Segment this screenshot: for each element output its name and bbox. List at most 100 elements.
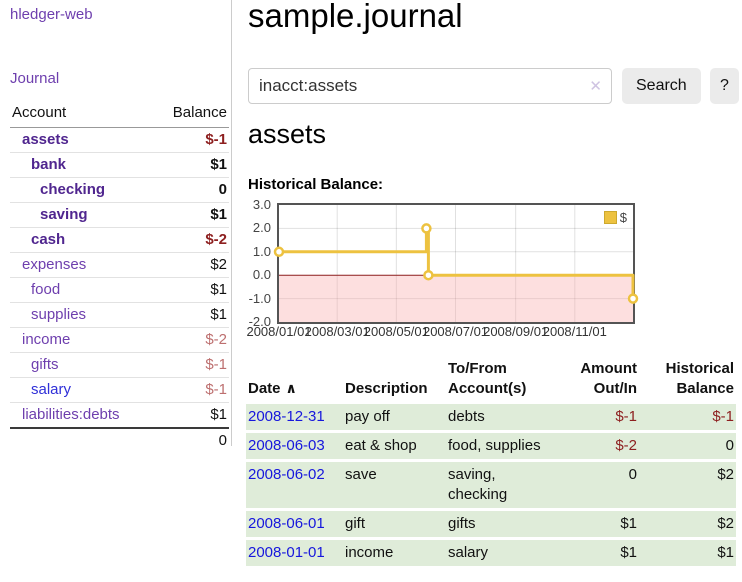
x-axis-tick-label: 2008/07/01 [422, 324, 489, 339]
help-button[interactable]: ? [710, 68, 739, 104]
register-date: 2008-12-31 [246, 404, 343, 430]
header-label: Date [248, 380, 281, 397]
account-heading: assets [248, 119, 327, 149]
x-axis-tick-label: 2008/05/01 [363, 324, 429, 339]
sidebar-item-journal[interactable]: Journal [10, 70, 60, 87]
account-balance: $-1 [153, 127, 229, 153]
historical-balance-chart[interactable]: $ 3.0 2.0 1.0 0.0 -1.0 -2.0 2008/01/01 2008/03/… [246, 0, 742, 360]
register-balance: $2 [639, 462, 736, 508]
chart-plot-area[interactable]: $ [273, 203, 639, 324]
register-date: 2008-01-01 [246, 540, 343, 566]
account-row: saving $1 [10, 202, 229, 228]
register-amount: 0 [551, 462, 639, 508]
register-header-description: Description [343, 359, 446, 401]
search-input[interactable] [248, 68, 612, 104]
register-description: eat & shop [343, 433, 446, 459]
header-label: Description [345, 380, 428, 397]
account-balance: $1 [153, 152, 229, 178]
register-row[interactable]: 2008-12-31 pay off debts $-1 $-1 [246, 404, 736, 430]
accounts-table: Account Balance assets $-1 bank $1 checking 0… [10, 100, 229, 453]
sidebar-account-link[interactable]: assets [22, 131, 69, 148]
register-row[interactable]: 2008-01-01 income salary $1 $1 [246, 540, 736, 566]
register-amount: $-2 [551, 433, 639, 459]
header-label: Amount Out/In [580, 360, 637, 397]
account-row: cash $-2 [10, 227, 229, 253]
register-row[interactable]: 2008-06-02 save saving, checking 0 $2 [246, 462, 736, 508]
register-row[interactable]: 2008-06-03 eat & shop food, supplies $-2 0 [246, 433, 736, 459]
sidebar-account-link[interactable]: checking [40, 181, 106, 198]
sidebar-account-link[interactable]: saving [40, 206, 88, 223]
register-row[interactable]: 2008-06-01 gift gifts $1 $2 [246, 511, 736, 537]
legend-label: $ [619, 210, 627, 225]
account-row: supplies $1 [10, 302, 229, 328]
sidebar-account-link[interactable]: salary [31, 381, 72, 398]
header-label: Historical Balance [665, 360, 734, 397]
register-amount: $1 [551, 511, 639, 537]
register-accounts: salary [446, 540, 551, 566]
search-button[interactable]: Search [622, 68, 701, 104]
account-balance: $-1 [153, 352, 229, 378]
app-title-link[interactable]: hledger-web [10, 6, 93, 23]
account-balance: $1 [153, 402, 229, 429]
y-axis-tick-label: -1.0 [248, 290, 271, 306]
sidebar-account-link[interactable]: supplies [31, 306, 87, 323]
y-axis-tick-label: 3.0 [252, 197, 271, 212]
sidebar-account-link[interactable]: bank [31, 156, 67, 173]
sort-ascending-icon[interactable]: ∧ [285, 380, 297, 396]
sidebar-account-link[interactable]: gifts [31, 356, 59, 373]
register-accounts: food, supplies [446, 433, 551, 459]
accounts-header-balance: Balance [153, 100, 229, 128]
chart-canvas [273, 205, 639, 322]
register-description: gift [343, 511, 446, 537]
register-amount: $-1 [551, 404, 639, 430]
account-row: assets $-1 [10, 127, 229, 153]
register-date: 2008-06-03 [246, 433, 343, 459]
account-row: salary $-1 [10, 377, 229, 403]
register-date: 2008-06-02 [246, 462, 343, 508]
account-row: checking 0 [10, 177, 229, 203]
main-content: sample.journal ✕ Search ? assets Histori… [246, 0, 742, 582]
sidebar-account-link[interactable]: cash [31, 231, 66, 248]
x-axis-tick-label: 2008/09/01 [483, 324, 549, 339]
account-row: food $1 [10, 277, 229, 303]
y-axis-tick-label: -2.0 [248, 314, 271, 329]
register-balance: $2 [639, 511, 736, 537]
chart-title: Historical Balance: [248, 176, 384, 193]
transaction-date-link[interactable]: 2008-06-03 [248, 437, 325, 454]
register-description: save [343, 462, 446, 508]
register-balance: $1 [639, 540, 736, 566]
accounts-header-account: Account [10, 100, 153, 128]
register-balance: $-1 [639, 404, 736, 430]
register-amount: $1 [551, 540, 639, 566]
register-accounts: saving, checking [446, 462, 551, 508]
transaction-date-link[interactable]: 2008-06-01 [248, 515, 325, 532]
sidebar-account-link[interactable]: food [31, 281, 61, 298]
sidebar-account-link[interactable]: expenses [22, 256, 87, 273]
y-axis-tick-label: 0.0 [252, 267, 271, 283]
accounts-total-value: 0 [10, 427, 229, 453]
account-row: gifts $-1 [10, 352, 229, 378]
transaction-date-link[interactable]: 2008-01-01 [248, 544, 325, 561]
sidebar-account-link[interactable]: liabilities:debts [22, 406, 120, 423]
account-balance: $1 [153, 202, 229, 228]
accounts-total-row: 0 [10, 427, 229, 453]
transaction-date-link[interactable]: 2008-06-02 [248, 466, 325, 483]
page-title: sample.journal [248, 0, 463, 34]
account-balance: $-2 [153, 327, 229, 353]
account-row: bank $1 [10, 152, 229, 178]
account-balance: $1 [153, 277, 229, 303]
clear-search-icon[interactable]: ✕ [589, 78, 602, 95]
register-header-accounts: To/From Account(s) [446, 359, 551, 401]
chart-legend: $ [601, 209, 629, 226]
register-header-balance: Historical Balance [639, 359, 736, 401]
sidebar-account-link[interactable]: income [22, 331, 71, 348]
transaction-date-link[interactable]: 2008-12-31 [248, 408, 325, 425]
account-balance: 0 [153, 177, 229, 203]
x-axis-tick-label: 2008/11/01 [542, 324, 607, 339]
register-header-date[interactable]: Date ∧ [246, 359, 343, 401]
sidebar: hledger-web Journal Account Balance asse… [0, 0, 232, 453]
register-table: Date ∧ Description To/From Account(s) Amount… [246, 356, 736, 569]
register-accounts: gifts [446, 511, 551, 537]
register-description: pay off [343, 404, 446, 430]
register-date: 2008-06-01 [246, 511, 343, 537]
